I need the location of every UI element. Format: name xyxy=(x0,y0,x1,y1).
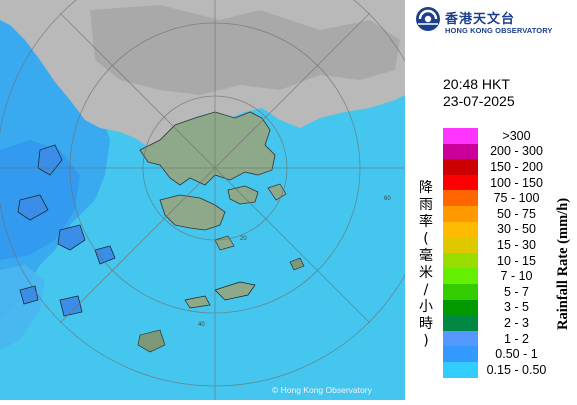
legend-label: 15 - 30 xyxy=(497,237,536,252)
legend-panel: 香港天文台 HONG KONG OBSERVATORY 20:48 HKT 23… xyxy=(405,0,577,400)
west-islands xyxy=(17,144,116,317)
legend-row: 15 - 30 xyxy=(443,237,555,253)
legend-label: 100 - 150 xyxy=(490,175,543,190)
legend-row: 7 - 10 xyxy=(443,268,555,284)
legend-label: 10 - 15 xyxy=(497,253,536,268)
ring-label-60: 60 xyxy=(384,196,391,202)
legend-row: 30 - 50 xyxy=(443,221,555,238)
legend-swatch xyxy=(443,346,478,362)
legend-label: >300 xyxy=(502,128,531,143)
legend-label: 150 - 200 xyxy=(490,159,543,174)
hong-kong-island xyxy=(227,185,259,205)
legend-swatch xyxy=(443,159,478,175)
legend-title-cn-char: ) xyxy=(423,333,429,349)
legend-swatch xyxy=(443,299,478,316)
legend-title-cn-char: 時 xyxy=(419,316,433,332)
legend-row: >300 xyxy=(443,128,555,144)
legend-swatch xyxy=(443,268,478,284)
legend-swatch xyxy=(443,143,478,160)
legend-label: 50 - 75 xyxy=(497,206,536,221)
legend-label: 75 - 100 xyxy=(493,191,540,206)
time-text: 20:48 HKT xyxy=(443,76,510,92)
radar-map: 20 40 60 © Hong Kong Observatory xyxy=(0,0,405,400)
ring-label-40: 40 xyxy=(198,322,205,328)
hko-logo-icon xyxy=(416,7,440,31)
hong-kong-land xyxy=(139,111,276,186)
legend-title-cn-char: 毫 xyxy=(419,248,433,264)
lantau-island xyxy=(159,194,226,231)
range-rings xyxy=(0,0,405,400)
legend-row: 0.50 - 1 xyxy=(443,346,555,362)
legend-label: 200 - 300 xyxy=(490,144,543,159)
legend-row: 1 - 2 xyxy=(443,330,555,347)
legend-row: 150 - 200 xyxy=(443,159,555,175)
legend-swatch xyxy=(443,190,478,206)
legend-title-cn-char: ( xyxy=(423,231,429,247)
legend-label: 3 - 5 xyxy=(503,300,529,315)
legend-label: 0.50 - 1 xyxy=(495,347,538,362)
radar-map-svg: 20 40 60 © Hong Kong Observatory xyxy=(0,0,405,400)
legend-title-cn-char: 率 xyxy=(419,214,433,230)
legend-row: 3 - 5 xyxy=(443,299,555,316)
legend-label: 7 - 10 xyxy=(500,269,533,284)
legend-title-cn-char: / xyxy=(423,282,429,298)
org-name-cn: 香港天文台 xyxy=(445,12,516,27)
legend-swatch xyxy=(443,283,478,300)
legend-swatch xyxy=(443,128,478,144)
legend-swatch xyxy=(443,315,478,331)
legend-label: 30 - 50 xyxy=(497,222,536,237)
legend-title-cn-char: 降 xyxy=(419,180,433,196)
legend-swatch xyxy=(443,174,478,191)
mainland-land-dark xyxy=(90,5,400,95)
legend-row: 50 - 75 xyxy=(443,205,555,222)
legend-label: 0.15 - 0.50 xyxy=(486,362,547,377)
legend-title-cn-char: 雨 xyxy=(419,197,433,213)
southern-island-d xyxy=(289,257,305,271)
legend-title-cn-char: 米 xyxy=(419,265,433,281)
date-text: 23-07-2025 xyxy=(443,93,515,109)
legend-row: 2 - 3 xyxy=(443,315,555,331)
legend-title-en: Rainfall Rate (mm/h) xyxy=(555,197,571,330)
legend-swatch xyxy=(443,330,478,347)
legend-swatch xyxy=(443,237,478,253)
legend-row: 100 - 150 xyxy=(443,174,555,191)
radial-line-se xyxy=(214,167,371,324)
timestamp: 20:48 HKT 23-07-2025 xyxy=(443,76,515,110)
legend-label: 1 - 2 xyxy=(503,331,529,346)
copyright-text: © Hong Kong Observatory xyxy=(272,385,373,395)
legend-row: 5 - 7 xyxy=(443,283,555,300)
legend-row: 10 - 15 xyxy=(443,252,555,269)
legend-title-cn-char: 小 xyxy=(419,299,433,315)
southern-island-a xyxy=(214,281,256,301)
legend-swatch xyxy=(443,221,478,238)
org-name-en: HONG KONG OBSERVATORY xyxy=(445,26,553,35)
legend-title-cn: 降雨率(毫米 / 小時) xyxy=(415,180,437,350)
hko-logo: 香港天文台 HONG KONG OBSERVATORY xyxy=(415,6,575,36)
rainfall-legend: >300 200 - 300 150 - 200 100 - 150 75 - 100 5… xyxy=(443,128,555,378)
legend-swatch xyxy=(443,252,478,269)
legend-label: 2 - 3 xyxy=(503,315,529,330)
southern-island-c xyxy=(137,329,166,353)
legend-row: 0.15 - 0.50 xyxy=(443,361,555,378)
legend-row: 200 - 300 xyxy=(443,143,555,160)
legend-label: 5 - 7 xyxy=(503,284,529,299)
radial-line-sw xyxy=(59,167,216,324)
ring-label-20: 20 xyxy=(240,236,247,242)
legend-swatch xyxy=(443,205,478,222)
radial-line-ne xyxy=(214,12,371,169)
radial-line-nw xyxy=(59,12,216,169)
legend-swatch xyxy=(443,361,478,378)
legend-row: 75 - 100 xyxy=(443,190,555,206)
southern-island-b xyxy=(184,295,211,309)
